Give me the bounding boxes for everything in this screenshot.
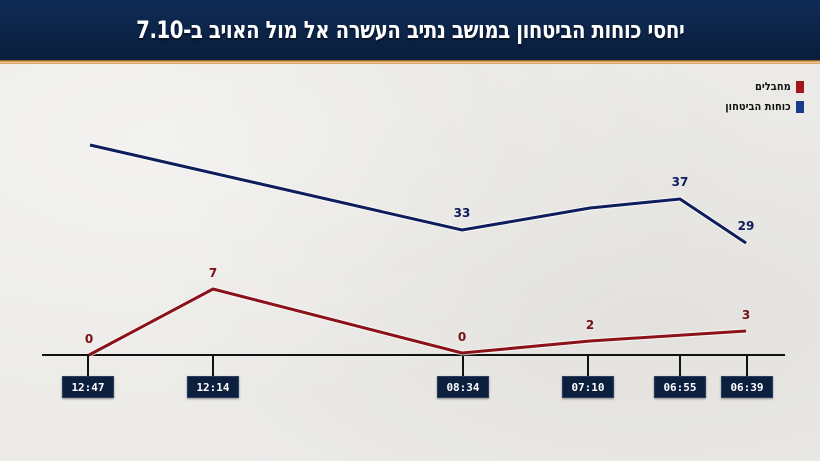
header-accent-rule	[0, 60, 820, 64]
x-tick-label: 12:14	[187, 376, 239, 398]
data-label: 33	[454, 206, 471, 220]
security-forces-line	[89, 142, 748, 246]
x-tick-label: 07:10	[562, 376, 614, 398]
data-label: 29	[738, 219, 755, 233]
data-label: 7	[209, 266, 217, 280]
legend: מחבלים כוחות הביטחון	[718, 80, 804, 113]
x-tick-label: 08:34	[437, 376, 489, 398]
data-label: 0	[85, 332, 93, 346]
legend-label-terrorists: מחבלים	[755, 80, 791, 93]
legend-swatch-terrorists	[796, 80, 804, 93]
terrorists-line	[87, 286, 747, 358]
data-labels: 33 37 29 0 7 0 2 3	[85, 175, 755, 346]
legend-swatch-security-forces	[796, 100, 804, 113]
x-tick-label: 06:39	[721, 376, 773, 398]
tick-lines	[87, 355, 748, 377]
x-tick-label: 12:47	[62, 376, 114, 398]
legend-item-terrorists: מחבלים	[718, 80, 804, 93]
page-title: יחסי כוחות הביטחון במושב נתיב העשרה אל מ…	[135, 16, 685, 44]
data-label: 0	[458, 330, 466, 344]
data-label: 37	[672, 175, 689, 189]
terrorists-line-stroke	[88, 287, 747, 357]
x-tick-label: 06:55	[654, 376, 706, 398]
data-label: 3	[742, 308, 750, 322]
data-label: 2	[586, 318, 594, 332]
legend-label-security-forces: כוחות הביטחון	[725, 100, 791, 113]
security-forces-line-stroke	[89, 143, 747, 245]
header-bar: יחסי כוחות הביטחון במושב נתיב העשרה אל מ…	[0, 0, 820, 60]
legend-item-security-forces: כוחות הביטחון	[718, 100, 804, 113]
